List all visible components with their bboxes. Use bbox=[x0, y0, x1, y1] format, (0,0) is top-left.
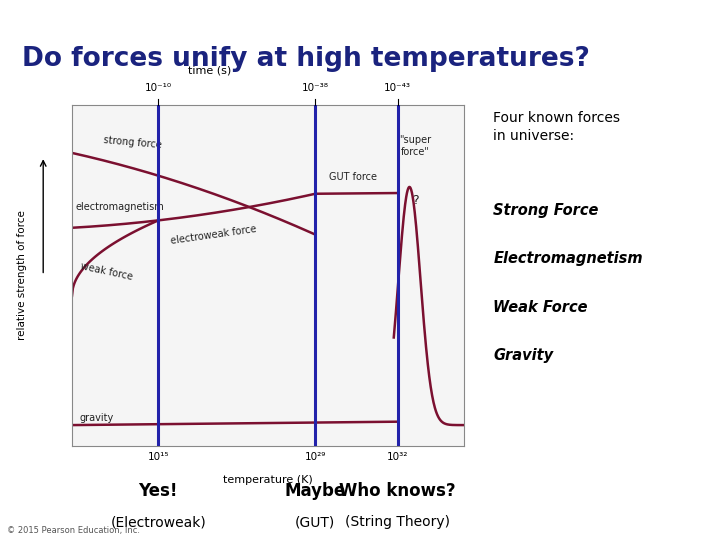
Text: 10⁻⁴³: 10⁻⁴³ bbox=[384, 83, 411, 93]
Text: electromagnetism: electromagnetism bbox=[76, 202, 165, 212]
Text: weak force: weak force bbox=[80, 261, 134, 282]
Text: 10⁻¹⁰: 10⁻¹⁰ bbox=[145, 83, 172, 93]
Text: Weak Force: Weak Force bbox=[493, 300, 588, 315]
Text: GUT force: GUT force bbox=[329, 172, 377, 182]
Text: Do forces unify at high temperatures?: Do forces unify at high temperatures? bbox=[22, 46, 590, 72]
Text: Gravity: Gravity bbox=[493, 348, 554, 363]
Text: strong force: strong force bbox=[104, 135, 163, 150]
Text: 10¹⁵: 10¹⁵ bbox=[148, 452, 169, 462]
Text: "super
force": "super force" bbox=[400, 136, 431, 157]
Text: time (s): time (s) bbox=[188, 65, 231, 76]
Text: (String Theory): (String Theory) bbox=[345, 515, 450, 529]
Text: Maybe: Maybe bbox=[284, 482, 346, 500]
Text: 10⁻³⁸: 10⁻³⁸ bbox=[302, 83, 329, 93]
Text: electroweak force: electroweak force bbox=[170, 224, 257, 246]
Text: ?: ? bbox=[412, 194, 418, 207]
Text: temperature (K): temperature (K) bbox=[223, 475, 313, 485]
Text: (Electroweak): (Electroweak) bbox=[110, 515, 206, 529]
Text: Electromagnetism: Electromagnetism bbox=[493, 251, 643, 266]
Text: © 2015 Pearson Education, Inc.: © 2015 Pearson Education, Inc. bbox=[7, 525, 140, 535]
Text: Strong Force: Strong Force bbox=[493, 202, 598, 218]
Text: Yes!: Yes! bbox=[138, 482, 178, 500]
Text: relative strength of force: relative strength of force bbox=[17, 211, 27, 340]
Text: (GUT): (GUT) bbox=[295, 515, 336, 529]
Text: Who knows?: Who knows? bbox=[339, 482, 456, 500]
Text: gravity: gravity bbox=[80, 413, 114, 423]
Text: Four known forces
in universe:: Four known forces in universe: bbox=[493, 111, 620, 143]
Text: 10²⁹: 10²⁹ bbox=[305, 452, 326, 462]
Text: 10³²: 10³² bbox=[387, 452, 408, 462]
